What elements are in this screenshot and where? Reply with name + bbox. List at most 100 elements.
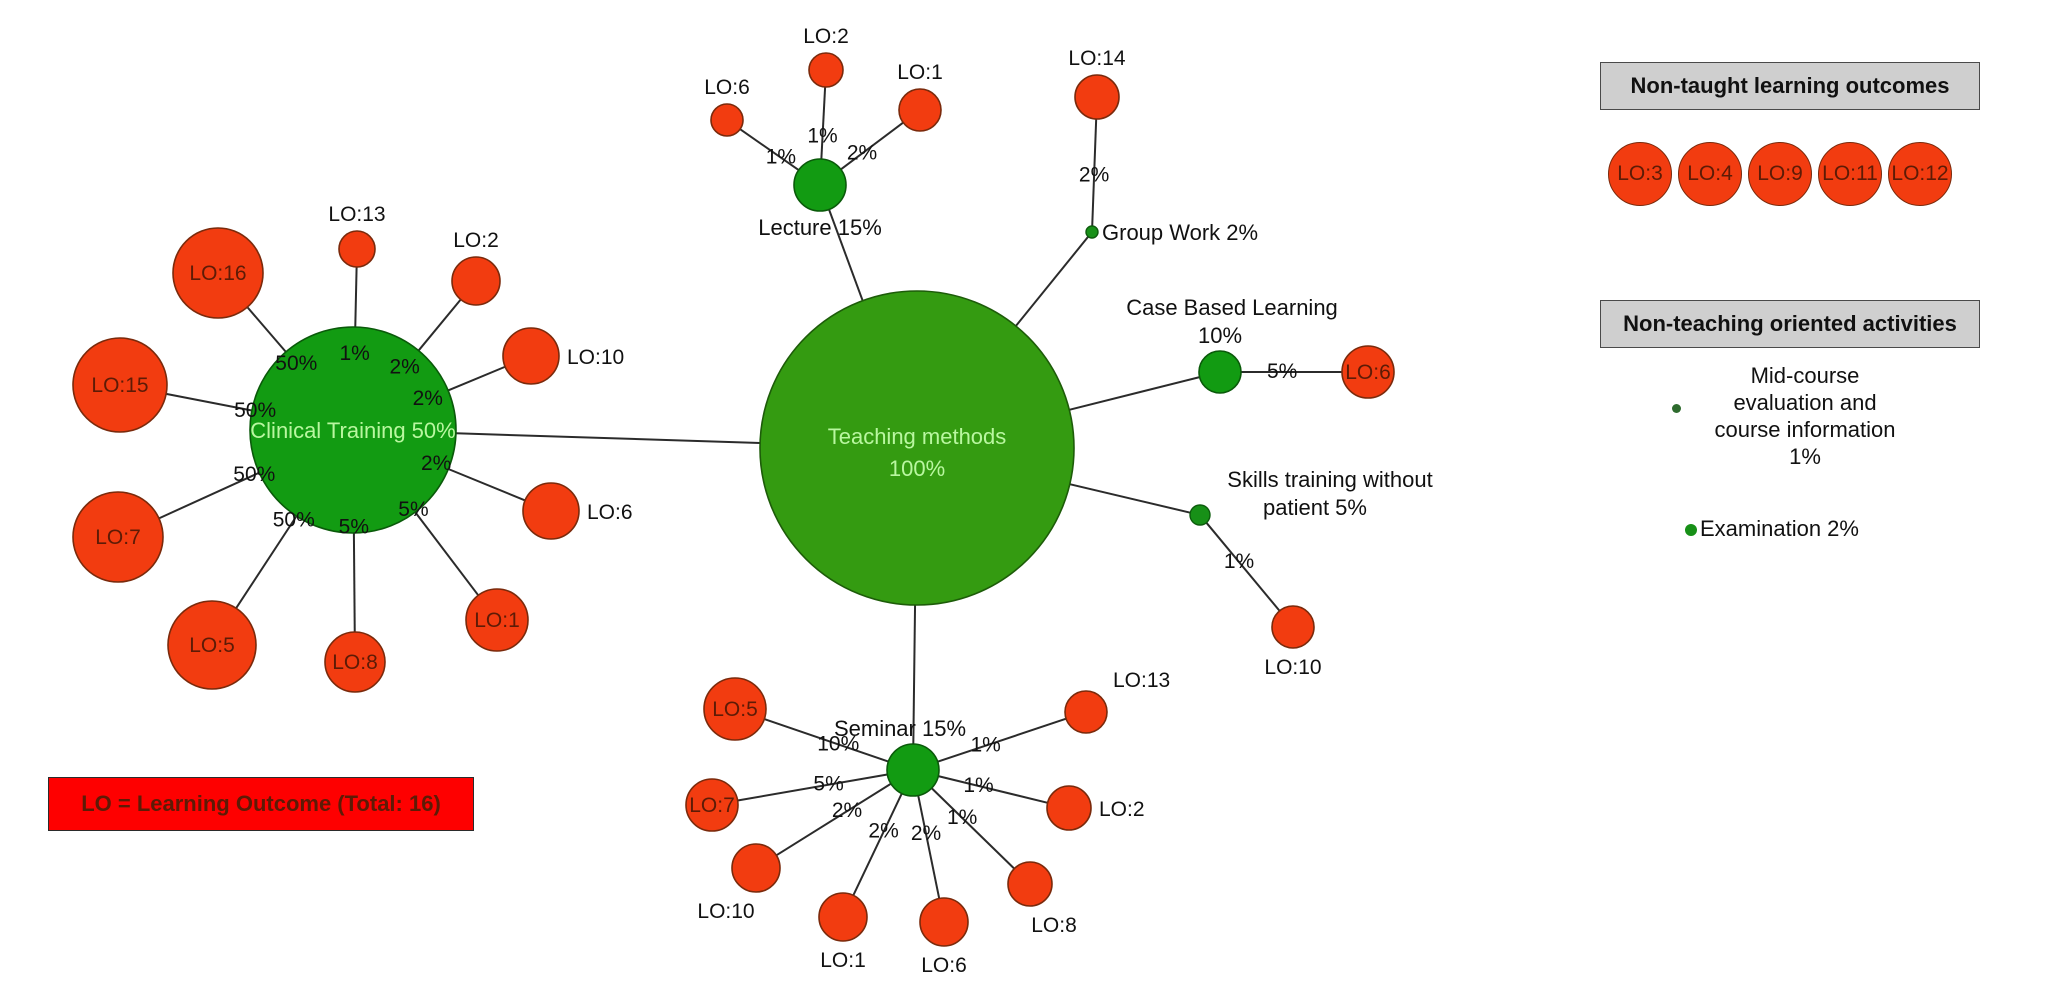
edge-label-clinical-training-4: 5% [339, 515, 369, 538]
node-lo-lo-15[interactable] [72, 337, 168, 433]
node-seminar[interactable] [886, 743, 940, 797]
node-case-based-learning-value: 10% [1198, 323, 1242, 348]
label-lo-seminar-1: LO:7 [689, 794, 735, 817]
edge-seminar-to-lo-0 [764, 718, 889, 763]
node-case-based-learning-label: Case Based Learning [1126, 295, 1338, 320]
node-lo-lo-5[interactable] [703, 677, 767, 741]
edge-label-clinical-training-6: 2% [421, 452, 451, 475]
label-lo-clinical-training-4: LO:8 [332, 651, 378, 674]
node-lo-lo-6[interactable] [522, 482, 580, 540]
edge-label-seminar-3: 2% [868, 820, 898, 843]
edge-lecture-to-lo-0 [739, 128, 800, 171]
activity-mid-course-line: 1% [1789, 444, 1821, 469]
edge-clinical-training-to-lo-7 [447, 365, 506, 392]
node-lo-lo-6[interactable] [1341, 345, 1395, 399]
node-teaching-methods[interactable] [759, 290, 1075, 606]
non-taught-outcome-lo-12[interactable]: LO:12 [1888, 142, 1952, 206]
nodes-layer [72, 52, 1395, 947]
node-lo-lo-8[interactable] [1007, 861, 1053, 907]
activity-mid-course-line: evaluation and [1733, 390, 1877, 415]
label-lo-clinical-training-7: LO:10 [567, 346, 624, 369]
node-clinical-training-label: Clinical Training 50% [250, 418, 455, 443]
node-clinical-training[interactable] [249, 326, 457, 534]
node-lo-lo-10[interactable] [731, 843, 781, 893]
node-lo-lo-2[interactable] [808, 52, 844, 88]
edge-clinical-training-to-lo-8 [417, 298, 462, 352]
node-lo-lo-6[interactable] [710, 103, 744, 137]
node-lo-lo-10[interactable] [1271, 605, 1315, 649]
node-lo-lo-7[interactable] [72, 491, 164, 583]
edge-label-clinical-training-9: 1% [340, 342, 370, 365]
edge-clinical-training-to-lo-9 [354, 266, 358, 328]
activity-mid-course-evaluation: Mid-course evaluation and course informati… [1690, 362, 1920, 470]
edge-seminar-to-lo-4 [917, 795, 941, 899]
label-lo-clinical-training-2: LO:7 [95, 526, 141, 549]
node-skills-training[interactable] [1189, 504, 1211, 526]
activity-examination: Examination 2% [1700, 516, 1859, 541]
labels-layer: Teaching methods 100% Clinical Training 50… [91, 25, 1432, 977]
label-lo-lecture-2: LO:1 [897, 61, 943, 84]
activity-mid-course-line: Mid-course [1750, 363, 1860, 388]
label-lo-seminar-2: LO:10 [697, 900, 754, 923]
edge-seminar-to-lo-3 [852, 793, 903, 896]
node-lecture[interactable] [793, 158, 847, 212]
edge-center-to-seminar [912, 604, 917, 745]
edge-lecture-to-lo-1 [820, 86, 827, 160]
node-lo-lo-6[interactable] [919, 897, 969, 947]
edge-clinical-training-to-lo-1 [165, 392, 253, 412]
node-lo-lo-2[interactable] [451, 256, 501, 306]
edge-clinical-training-to-lo-0 [246, 306, 287, 353]
node-lo-lo-1[interactable] [818, 892, 868, 942]
edge-group-work-to-lo-0 [1091, 118, 1098, 227]
edge-seminar-to-lo-5 [930, 787, 1015, 870]
label-lo-group-work-0: LO:14 [1068, 47, 1126, 70]
edge-label-seminar-0: 10% [817, 732, 859, 755]
examination-bullet-dot [1685, 524, 1697, 536]
label-lo-clinical-training-5: LO:1 [474, 609, 520, 632]
node-lecture-label: Lecture 15% [758, 215, 882, 240]
edge-label-clinical-training-3: 50% [273, 508, 315, 531]
label-lo-seminar-7: LO:13 [1113, 669, 1170, 692]
node-lo-lo-1[interactable] [465, 588, 529, 652]
node-lo-lo-2[interactable] [1046, 785, 1092, 831]
label-lo-lecture-0: LO:6 [704, 76, 750, 99]
mid-course-bullet-dot [1672, 404, 1681, 413]
edge-center-to-lecture [828, 209, 864, 302]
non-taught-outcome-lo-3[interactable]: LO:3 [1608, 142, 1672, 206]
label-lo-seminar-4: LO:6 [921, 954, 967, 977]
label-lo-seminar-0: LO:5 [712, 698, 758, 721]
label-lo-lecture-1: LO:2 [803, 25, 849, 48]
node-group-work[interactable] [1085, 225, 1099, 239]
node-lo-lo-8[interactable] [324, 631, 386, 693]
node-case-based-learning[interactable] [1198, 350, 1242, 394]
edge-label-clinical-training-8: 2% [389, 355, 419, 378]
node-lo-lo-16[interactable] [172, 227, 264, 319]
activity-mid-course-line: course information [1714, 417, 1896, 442]
non-taught-outcome-lo-11[interactable]: LO:11 [1818, 142, 1882, 206]
edge-center-to-clinical-training [455, 432, 761, 444]
node-lo-lo-10[interactable] [502, 327, 560, 385]
edge-clinical-training-to-lo-4 [352, 532, 356, 633]
label-lo-seminar-3: LO:1 [820, 949, 866, 972]
edge-label-seminar-4: 2% [911, 822, 941, 845]
node-teaching-methods-value: 100% [889, 456, 945, 481]
non-taught-outcome-lo-4[interactable]: LO:4 [1678, 142, 1742, 206]
edge-label-clinical-training-0: 50% [275, 352, 317, 375]
edge-clinical-training-to-lo-3 [235, 515, 298, 609]
panel-non-teaching-header: Non-teaching oriented activities [1600, 300, 1980, 348]
edge-label-clinical-training-2: 50% [233, 463, 275, 486]
node-lo-lo-5[interactable] [167, 600, 257, 690]
node-lo-lo-14[interactable] [1074, 74, 1120, 120]
edges-layer [158, 86, 1342, 899]
node-lo-lo-1[interactable] [898, 88, 942, 132]
edge-seminar-to-lo-6 [938, 775, 1048, 804]
panel-non-teaching-title: Non-teaching oriented activities [1623, 311, 1957, 336]
node-lo-lo-13[interactable] [1064, 690, 1108, 734]
panel-non-taught-header: Non-taught learning outcomes [1600, 62, 1980, 110]
node-lo-lo-7[interactable] [685, 778, 739, 832]
node-lo-lo-13[interactable] [338, 230, 376, 268]
legend-learning-outcome-text: LO = Learning Outcome (Total: 16) [81, 791, 441, 816]
non-taught-outcome-lo-9[interactable]: LO:9 [1748, 142, 1812, 206]
edge-label-clinical-training-7: 2% [413, 387, 443, 410]
